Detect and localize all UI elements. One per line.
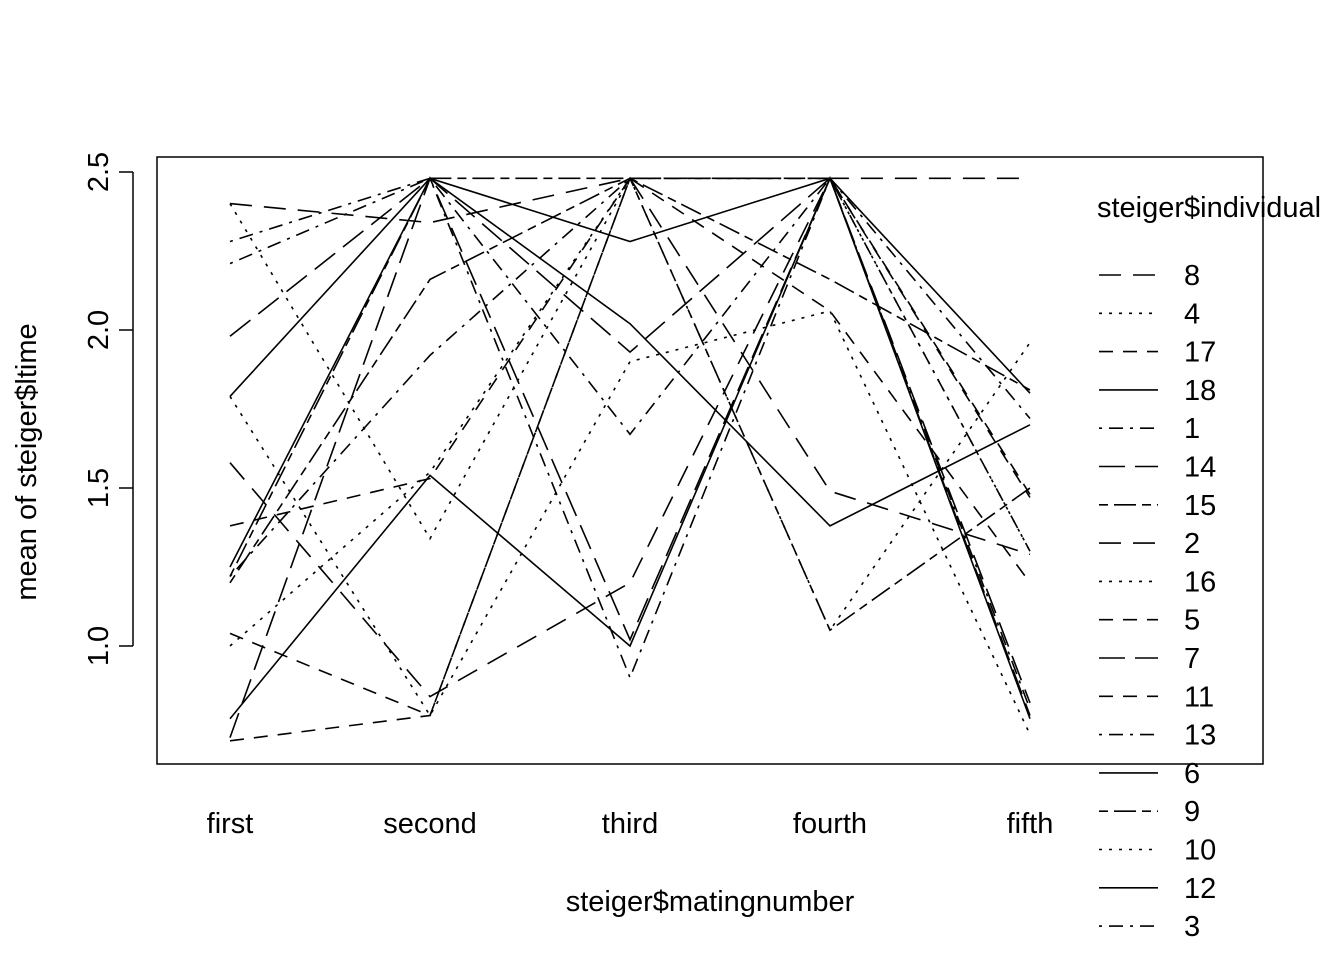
legend-label: 3 [1184,911,1200,943]
y-axis: 1.0 1.5 2.0 2.5 [83,152,134,666]
series-line-16 [229,310,1031,735]
legend-label: 2 [1184,528,1200,560]
legend-label: 15 [1184,490,1216,522]
series-line-11 [229,177,1031,527]
series-line-3 [229,176,1031,680]
series-line-9 [229,177,1031,632]
plot-frame [156,156,1264,765]
legend-title: steiger$individual [1097,192,1321,224]
x-tick-label: first [207,808,254,840]
x-axis-label: steiger$matingnumber [566,886,855,918]
series-line-17 [229,177,1031,742]
x-axis: first second third fourth fifth [207,808,1054,840]
y-tick-label: 2.0 [83,310,115,350]
legend-label: 8 [1184,260,1200,292]
legend: steiger$individual 8 4 17 18 1 14 15 2 16 5 7 11 13 6… [1097,192,1321,943]
x-tick-label: third [602,808,658,840]
legend-label: 13 [1184,720,1216,752]
series-line-18 [229,177,1031,397]
legend-label: 17 [1184,337,1216,369]
legend-label: 12 [1184,873,1216,905]
series-line-5 [229,177,1031,717]
series-line-4 [229,177,1031,552]
legend-label: 7 [1184,643,1200,675]
legend-label: 11 [1184,681,1214,713]
x-tick-label: fourth [793,808,867,840]
series-line-12 [229,177,1031,568]
series-line-8 [229,177,1030,698]
series-line-14 [229,176,1031,704]
y-tick-label: 1.0 [83,626,115,666]
series-line-13 [229,177,1031,710]
legend-label: 9 [1184,796,1200,828]
legend-label: 5 [1184,605,1200,637]
y-tick-label: 2.5 [83,152,115,192]
legend-label: 10 [1184,835,1216,867]
x-tick-label: second [383,808,477,840]
legend-label: 6 [1184,758,1200,790]
y-axis-label: mean of steiger$ltime [11,323,43,600]
series-lines [229,176,1031,742]
series-line-1 [229,176,1031,552]
legend-label: 16 [1184,566,1216,598]
series-line-6 [229,176,1031,720]
legend-label: 14 [1184,452,1216,484]
series-line-7 [229,176,1031,738]
legend-label: 1 [1184,413,1200,445]
series-line-10 [229,176,1031,647]
legend-label: 4 [1184,298,1200,330]
y-tick-label: 1.5 [83,468,115,508]
legend-label: 18 [1184,375,1216,407]
x-tick-label: fifth [1007,808,1054,840]
